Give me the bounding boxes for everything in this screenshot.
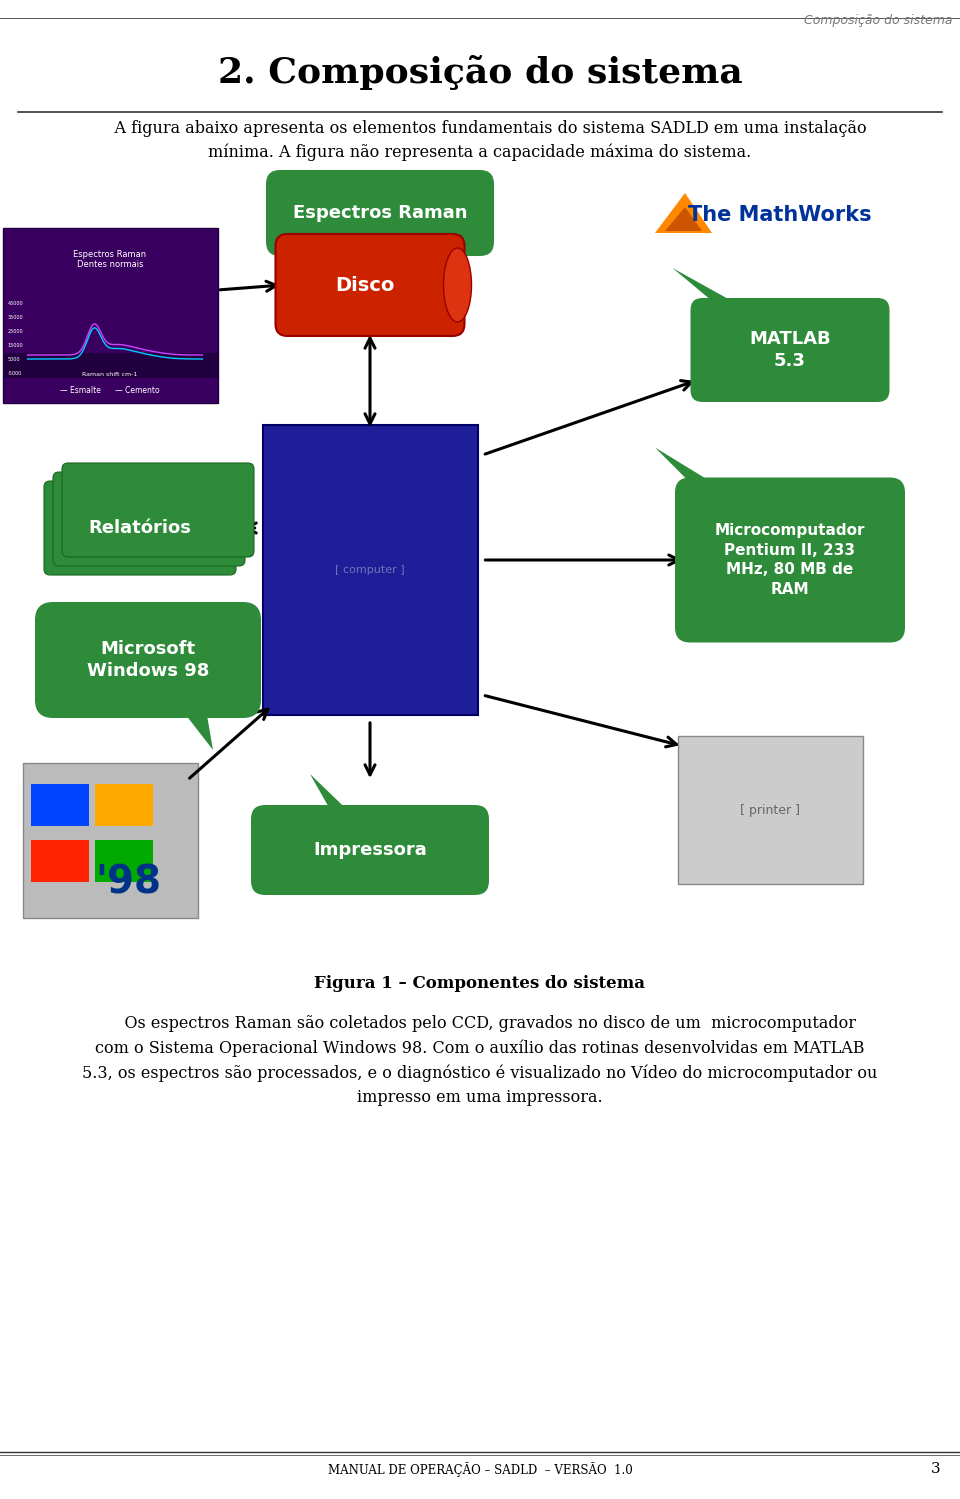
Text: Impressora: Impressora <box>313 841 427 859</box>
FancyBboxPatch shape <box>3 228 218 403</box>
FancyBboxPatch shape <box>276 234 465 336</box>
Polygon shape <box>655 193 712 232</box>
FancyBboxPatch shape <box>35 603 261 718</box>
Text: Figura 1 – Componentes do sistema: Figura 1 – Componentes do sistema <box>315 974 645 992</box>
Text: Composição do sistema: Composição do sistema <box>804 13 952 27</box>
Polygon shape <box>665 207 702 231</box>
Text: 45000: 45000 <box>8 300 23 306</box>
Polygon shape <box>300 237 365 280</box>
Polygon shape <box>673 268 762 318</box>
Text: MANUAL DE OPERAÇÃO – SADLD  – VERSÃO  1.0: MANUAL DE OPERAÇÃO – SADLD – VERSÃO 1.0 <box>327 1462 633 1477</box>
Text: MATLAB
5.3: MATLAB 5.3 <box>749 330 830 370</box>
FancyBboxPatch shape <box>44 481 236 576</box>
FancyBboxPatch shape <box>94 839 153 881</box>
Text: Raman shift cm-1: Raman shift cm-1 <box>83 372 137 378</box>
Text: Espectros Raman: Espectros Raman <box>293 204 468 222</box>
Text: 2. Composição do sistema: 2. Composição do sistema <box>218 55 742 90</box>
Text: Microcomputador
Pentium II, 233
MHz, 80 MB de
RAM: Microcomputador Pentium II, 233 MHz, 80 … <box>715 523 865 597</box>
Ellipse shape <box>444 247 471 322</box>
Text: Espectros Raman
Dentes normais: Espectros Raman Dentes normais <box>73 249 147 268</box>
FancyBboxPatch shape <box>22 763 198 917</box>
FancyBboxPatch shape <box>675 478 905 643</box>
Polygon shape <box>655 448 745 502</box>
Text: Microsoft
Windows 98: Microsoft Windows 98 <box>86 640 209 681</box>
FancyBboxPatch shape <box>31 839 88 881</box>
Text: '98: '98 <box>95 863 161 901</box>
FancyBboxPatch shape <box>62 463 254 558</box>
Text: Os espectros Raman são coletados pelo CCD, gravados no disco de um  microcomputa: Os espectros Raman são coletados pelo CC… <box>83 1015 877 1106</box>
Text: A figura abaixo apresenta os elementos fundamentais do sistema SADLD em uma inst: A figura abaixo apresenta os elementos f… <box>94 120 866 162</box>
Text: 35000: 35000 <box>8 315 23 319</box>
FancyBboxPatch shape <box>690 298 890 402</box>
Text: 3: 3 <box>930 1462 940 1477</box>
FancyBboxPatch shape <box>266 169 494 256</box>
Text: Disco: Disco <box>335 276 395 294</box>
Text: [ printer ]: [ printer ] <box>740 803 800 817</box>
Text: The MathWorks: The MathWorks <box>688 205 872 225</box>
Text: 25000: 25000 <box>8 328 23 333</box>
FancyBboxPatch shape <box>94 784 153 826</box>
FancyBboxPatch shape <box>31 784 88 826</box>
FancyBboxPatch shape <box>3 352 218 378</box>
Text: — Esmalte      — Cemento: — Esmalte — Cemento <box>60 387 159 396</box>
FancyBboxPatch shape <box>678 736 862 884</box>
Polygon shape <box>168 693 213 750</box>
Polygon shape <box>310 773 365 827</box>
Text: [ computer ]: [ computer ] <box>335 565 405 576</box>
Text: Relatórios: Relatórios <box>88 519 191 537</box>
Text: 5000: 5000 <box>8 357 20 361</box>
Text: 15000: 15000 <box>8 342 23 348</box>
Text: -5000: -5000 <box>8 370 22 376</box>
FancyBboxPatch shape <box>53 472 245 567</box>
FancyBboxPatch shape <box>262 426 477 715</box>
FancyBboxPatch shape <box>251 805 489 895</box>
